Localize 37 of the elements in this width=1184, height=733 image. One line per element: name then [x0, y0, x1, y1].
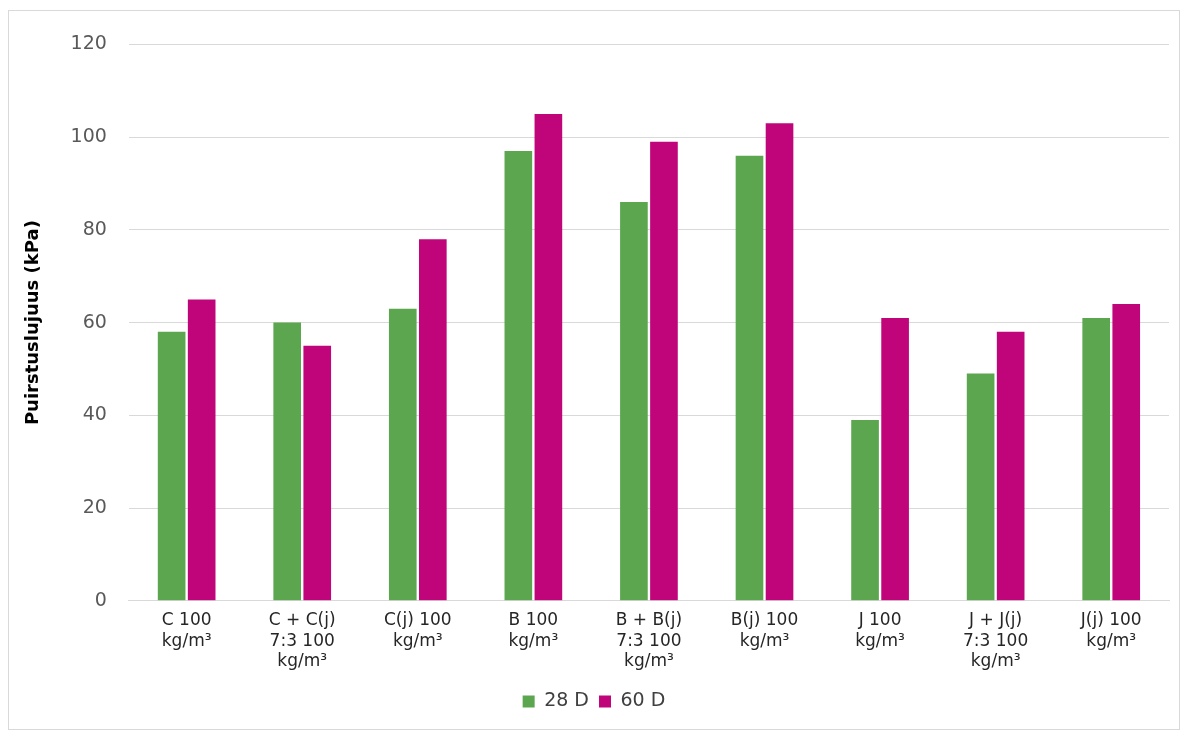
y-tick-label: 120	[70, 31, 107, 54]
legend-label: 60 D	[620, 688, 666, 711]
bar	[534, 113, 563, 601]
x-tick-label: B(j) 100 kg/m³	[730, 609, 799, 650]
x-tick-label: B 100 kg/m³	[508, 609, 559, 650]
x-tick-label: B + B(j) 7:3 100 kg/m³	[615, 609, 683, 671]
bar	[187, 299, 216, 601]
bar	[620, 202, 648, 601]
y-tick-label: 60	[82, 309, 107, 332]
bar	[996, 331, 1025, 601]
x-tick-label: J + J(j) 7:3 100 kg/m³	[963, 609, 1029, 671]
bar	[650, 141, 678, 601]
x-tick-label: C + C(j) 7:3 100 kg/m³	[268, 609, 336, 671]
x-tick-label: J 100 kg/m³	[855, 609, 905, 650]
y-tick-label: 100	[70, 124, 107, 147]
x-tick-label: J(j) 100 kg/m³	[1079, 609, 1142, 650]
bar	[966, 373, 995, 601]
bar	[1112, 304, 1141, 601]
y-axis-title: Puirstuslujuus (kPa)	[21, 220, 43, 426]
x-tick-label: C 100 kg/m³	[161, 609, 212, 650]
bar	[765, 123, 794, 601]
legend-label: 28 D	[544, 688, 590, 711]
bar	[157, 331, 186, 601]
y-tick-label: 0	[94, 587, 107, 610]
bar	[418, 239, 447, 601]
bar	[504, 151, 533, 601]
bar	[851, 419, 879, 601]
bar	[735, 155, 764, 601]
bar	[1082, 317, 1111, 601]
bar	[303, 345, 332, 601]
y-tick-label: 80	[82, 216, 107, 239]
bar	[881, 317, 909, 601]
y-tick-label: 20	[82, 495, 107, 517]
bar	[273, 322, 302, 601]
bar	[388, 308, 417, 601]
x-tick-label: C(j) 100 kg/m³	[383, 609, 452, 650]
y-tick-label: 40	[82, 402, 107, 425]
